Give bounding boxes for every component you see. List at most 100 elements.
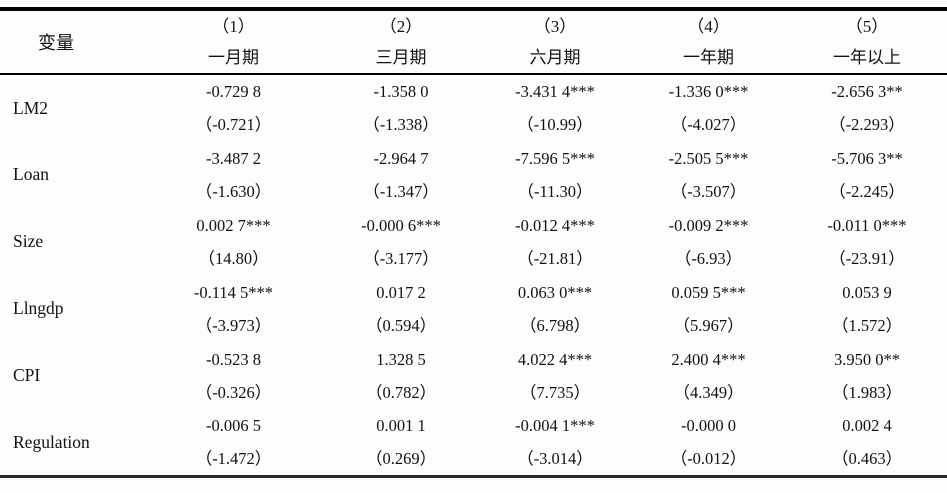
cell: 0.002 7*** （14.80） <box>145 208 322 275</box>
coefficient-value: -3.431 4*** <box>515 82 595 101</box>
t-statistic: （-23.91） <box>829 248 905 268</box>
table-header: 变量 （1） 一月期 （2） 三月期 （3） 六月期 （4） 一年期 <box>0 9 947 75</box>
cell: 0.001 1 （0.269） <box>322 409 480 477</box>
t-statistic: （-0.012） <box>670 449 747 468</box>
t-statistic: （-3.177） <box>363 248 439 268</box>
variable-label: Loan <box>13 164 49 184</box>
cell: 0.059 5*** （5.967） <box>630 275 787 342</box>
t-statistic: （-1.347） <box>363 181 439 201</box>
coefficient-value: 0.053 9 <box>842 282 892 302</box>
coefficient-value: -3.487 2 <box>206 148 261 168</box>
t-statistic: （7.735） <box>519 382 591 402</box>
coefficient-value: -2.964 7 <box>373 148 429 168</box>
coefficient-value: 4.022 4*** <box>517 349 593 369</box>
t-statistic: （4.349） <box>673 382 744 402</box>
cell: 4.022 4*** （7.735） <box>480 342 630 409</box>
t-statistic: （0.463） <box>831 449 903 468</box>
t-statistic: （-0.326） <box>195 382 272 402</box>
coefficient-value: -0.009 2*** <box>668 215 749 235</box>
model-number: （1） <box>212 17 255 36</box>
t-statistic: （-2.245） <box>829 181 905 201</box>
coefficient-value: -0.006 5 <box>206 416 261 435</box>
paper-page: 变量 （1） 一月期 （2） 三月期 （3） 六月期 （4） 一年期 <box>0 7 947 493</box>
variable-label: Llngdp <box>13 298 64 318</box>
cell: -0.114 5*** （-3.973） <box>145 275 322 342</box>
table-row-regulation: Regulation -0.006 5 （-1.472） 0.001 1 （0.… <box>0 409 947 477</box>
coefficient-value: 2.400 4*** <box>671 349 746 369</box>
cell: -0.523 8 （-0.326） <box>145 342 322 409</box>
coefficient-value: 0.001 1 <box>376 416 426 435</box>
coefficient-value: -0.012 4*** <box>515 215 595 235</box>
model-number: （3） <box>533 17 577 36</box>
cell: -1.336 0*** （-4.027） <box>630 74 787 141</box>
t-statistic: （5.967） <box>673 315 744 335</box>
period-label: 三月期 <box>375 48 427 67</box>
regression-results-table: 变量 （1） 一月期 （2） 三月期 （3） 六月期 （4） 一年期 <box>0 7 947 478</box>
t-statistic: （-10.99） <box>517 115 593 134</box>
t-statistic: （-2.293） <box>829 115 905 134</box>
variable-column-header: 变量 <box>0 9 145 75</box>
cell: -0.004 1*** （-3.014） <box>480 409 630 477</box>
t-statistic: （0.269） <box>365 449 437 468</box>
coefficient-value: 0.059 5*** <box>671 282 746 302</box>
cell: 0.017 2 （0.594） <box>322 275 480 342</box>
coefficient-value: -0.114 5*** <box>193 282 274 302</box>
table-row-lm2: LM2 -0.729 8 （-0.721） -1.358 0 （-1.338） … <box>0 74 947 141</box>
cell: -0.011 0*** （-23.91） <box>787 208 947 275</box>
cell: -0.012 4*** （-21.81） <box>480 208 630 275</box>
t-statistic: （1.983） <box>831 382 903 402</box>
cell: -0.729 8 （-0.721） <box>145 74 322 141</box>
cell: -7.596 5*** （-11.30） <box>480 141 630 208</box>
cell: 1.328 5 （0.782） <box>322 342 480 409</box>
t-statistic: （-3.507） <box>670 181 747 201</box>
coefficient-value: -0.523 8 <box>206 349 261 369</box>
t-statistic: （-1.338） <box>363 115 439 134</box>
table-body: LM2 -0.729 8 （-0.721） -1.358 0 （-1.338） … <box>0 74 947 477</box>
variable-label: Regulation <box>13 431 90 452</box>
cell: -2.656 3** （-2.293） <box>787 74 947 141</box>
coefficient-value: 0.063 0*** <box>517 282 593 302</box>
column-header-3: （3） 六月期 <box>480 9 630 75</box>
variable-label: LM2 <box>13 97 48 118</box>
period-label: 一年期 <box>683 48 734 67</box>
table-row-size: Size 0.002 7*** （14.80） -0.000 6*** （-3.… <box>0 208 947 275</box>
variable-label: CPI <box>13 365 41 385</box>
t-statistic: （-11.30） <box>517 181 593 201</box>
coefficient-value: 0.002 4 <box>842 416 892 435</box>
cell: 2.400 4*** （4.349） <box>630 342 787 409</box>
t-statistic: （6.798） <box>519 315 591 335</box>
coefficient-value: 3.950 0** <box>834 349 900 369</box>
period-label: 六月期 <box>529 48 581 67</box>
table-row-llngdp: Llngdp -0.114 5*** （-3.973） 0.017 2 （0.5… <box>0 275 947 342</box>
cell: -1.358 0 （-1.338） <box>322 74 480 141</box>
coefficient-value: -0.000 6*** <box>361 215 441 235</box>
cell: 0.063 0*** （6.798） <box>480 275 630 342</box>
coefficient-value: -1.358 0 <box>373 82 429 101</box>
coefficient-value: -0.004 1*** <box>515 416 595 435</box>
period-label: 一月期 <box>208 48 259 67</box>
coefficient-value: -2.505 5*** <box>668 148 749 168</box>
t-statistic: （-21.81） <box>517 248 593 268</box>
cell: -3.487 2 （-1.630） <box>145 141 322 208</box>
cell: -3.431 4*** （-10.99） <box>480 74 630 141</box>
cell: 3.950 0** （1.983） <box>787 342 947 409</box>
t-statistic: （-3.014） <box>517 449 593 468</box>
t-statistic: （-1.630） <box>195 181 272 201</box>
coefficient-value: 0.002 7*** <box>196 215 271 235</box>
coefficient-value: -0.000 0 <box>681 416 736 435</box>
t-statistic: （0.594） <box>365 315 437 335</box>
cell: -5.706 3** （-2.245） <box>787 141 947 208</box>
model-number: （5） <box>845 17 889 36</box>
column-header-5: （5） 一年以上 <box>787 9 947 75</box>
t-statistic: （-6.93） <box>674 248 743 268</box>
t-statistic: （0.782） <box>365 382 437 402</box>
cell: 0.002 4 （0.463） <box>787 409 947 477</box>
table-row-cpi: CPI -0.523 8 （-0.326） 1.328 5 （0.782） 4.… <box>0 342 947 409</box>
coefficient-value: -2.656 3** <box>831 82 903 101</box>
coefficient-value: -1.336 0*** <box>668 82 749 101</box>
column-header-2: （2） 三月期 <box>322 9 480 75</box>
cell: 0.053 9 （1.572） <box>787 275 947 342</box>
period-label: 一年以上 <box>833 48 901 67</box>
t-statistic: （-0.721） <box>195 115 272 134</box>
cell: -0.000 0 （-0.012） <box>630 409 787 477</box>
